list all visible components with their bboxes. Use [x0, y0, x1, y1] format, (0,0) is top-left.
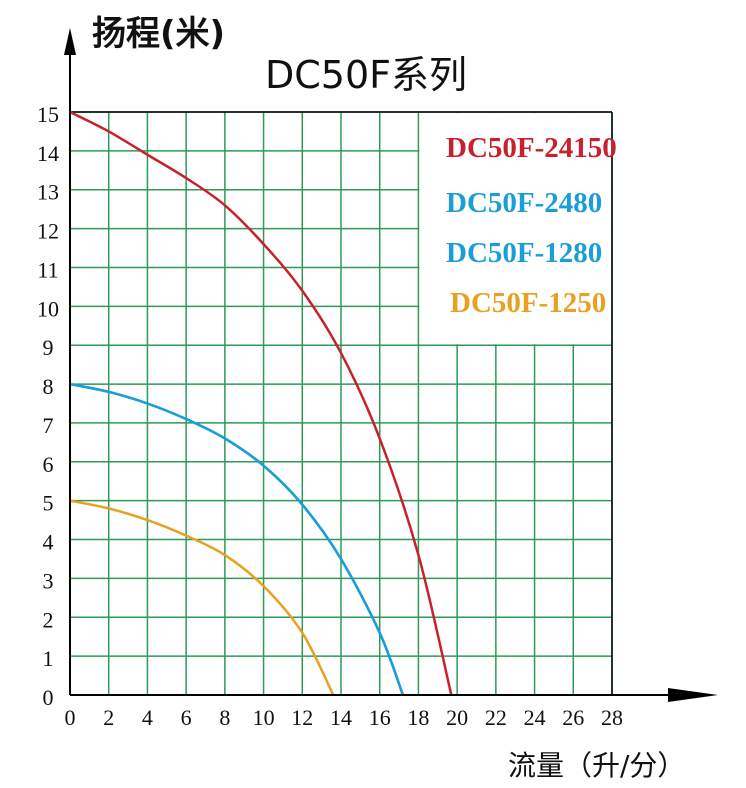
grid: [70, 111, 613, 695]
x-tick-label: 28: [601, 705, 623, 730]
x-axis-arrow-icon: [668, 688, 718, 702]
x-tick-label: 16: [369, 705, 391, 730]
x-tick-label: 14: [330, 705, 352, 730]
x-tick-label: 20: [446, 705, 468, 730]
y-tick-label: 10: [37, 296, 59, 321]
y-tick-label: 3: [43, 568, 54, 593]
y-tick-label: 4: [43, 530, 54, 555]
legend-entry: DC50F-1250: [450, 287, 606, 319]
series-line-DC50F-24150: [69, 110, 453, 696]
x-tick-label: 10: [253, 705, 275, 730]
legend: DC50F-24150 DC50F-2480 DC50F-1280 DC50F-125…: [446, 132, 617, 319]
y-axis-arrow-icon: [64, 28, 76, 55]
series-line-DC50F-1250: [69, 499, 335, 696]
y-tick-label: 14: [37, 141, 59, 166]
legend-entry: DC50F-24150: [446, 132, 617, 164]
y-tick-label: 2: [43, 607, 54, 632]
y-tick-label: 15: [37, 102, 59, 127]
y-tick-label: 6: [43, 452, 54, 477]
x-tick-label: 22: [485, 705, 507, 730]
series-line-DC50F-1280: [69, 382, 405, 696]
y-tick-label: 5: [43, 491, 54, 516]
legend-entry: DC50F-2480: [446, 187, 602, 219]
axes: [64, 28, 718, 702]
y-tick-label: 12: [37, 219, 59, 244]
x-tick-label: 24: [524, 705, 546, 730]
x-tick-label: 12: [291, 705, 313, 730]
y-tick-label: 1: [43, 646, 54, 671]
y-tick-label: 7: [43, 413, 54, 438]
x-tick-label: 4: [142, 705, 153, 730]
legend-entry: DC50F-1280: [446, 237, 602, 269]
y-tick-label: 9: [43, 335, 54, 360]
chart-title: DC50F系列: [265, 53, 467, 97]
curves: [69, 110, 453, 696]
y-tick-label: 8: [43, 374, 54, 399]
x-axis-label: 流量（升/分）: [508, 749, 685, 782]
y-tick-label: 11: [37, 257, 58, 282]
x-tick-label: 8: [219, 705, 230, 730]
y-tick-label: 0: [43, 685, 54, 710]
x-tick-label: 18: [407, 705, 429, 730]
legend-background: [419, 113, 611, 345]
x-tick-label: 0: [65, 705, 76, 730]
y-tick-label: 13: [37, 180, 59, 205]
x-tick-label: 6: [181, 705, 192, 730]
x-tick-label: 26: [562, 705, 584, 730]
x-tick-label: 2: [103, 705, 114, 730]
y-axis-label: 扬程(米): [92, 14, 225, 54]
